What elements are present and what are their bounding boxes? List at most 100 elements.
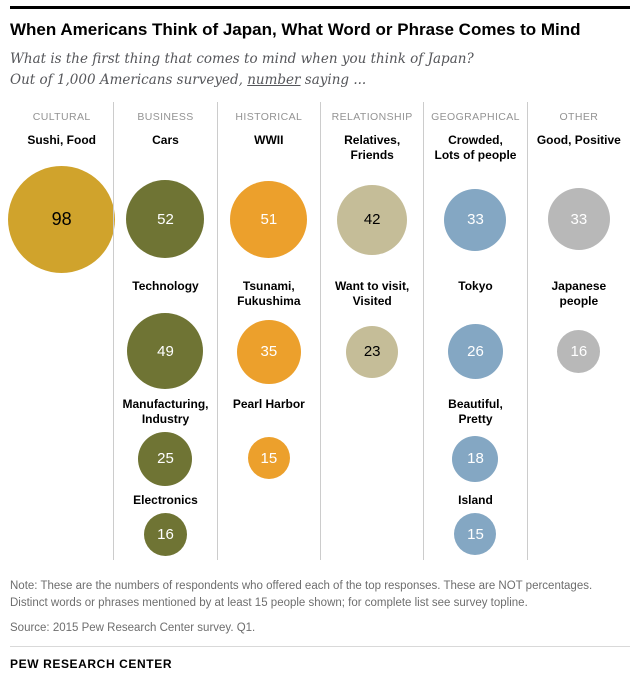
bubble-area — [528, 427, 630, 490]
bubble-area: 33 — [528, 163, 630, 276]
column-cultural: CULTURAL Sushi, Food 98 — [8, 102, 116, 560]
chart-cell — [10, 276, 113, 394]
bubble-value: 23 — [363, 343, 381, 361]
bubble-label: Electronics — [133, 492, 198, 507]
bubble-good-positive: 33 — [547, 188, 610, 251]
bubble-value: 15 — [260, 449, 278, 467]
bubble-value: 26 — [467, 342, 484, 360]
bubble-label: Sushi, Food — [27, 132, 96, 147]
bubble-area: 26 — [424, 309, 526, 394]
bubble-value: 25 — [157, 450, 174, 468]
bubble-label: Want to visit, Visited — [335, 278, 410, 309]
bubble-label: Tokyo — [458, 278, 493, 293]
bubble-japanese-people: 16 — [557, 330, 601, 374]
chart-cell: Beautiful, Pretty 18 — [424, 394, 526, 490]
bubble-technology: 49 — [127, 313, 204, 390]
chart-cell: Japanese people 16 — [528, 276, 630, 394]
bubble-area — [321, 509, 423, 560]
bubble-value: 51 — [260, 210, 278, 228]
chart-cell: Island 15 — [424, 490, 526, 560]
bubble-island: 15 — [454, 513, 497, 556]
chart-cell — [321, 394, 423, 490]
chart-cell — [218, 490, 320, 560]
chart-cell: Sushi, Food 98 — [8, 130, 116, 276]
bubble-cars: 52 — [126, 180, 205, 259]
bubble-area: 33 — [424, 164, 526, 276]
column-header-historical: HISTORICAL — [235, 110, 303, 123]
footer: Note: These are the numbers of responden… — [10, 578, 630, 671]
column-historical: HISTORICAL WWII 51 Tsunami, Fukushima 35 Pear… — [216, 101, 320, 560]
chart-cell: Good, Positive 33 — [528, 130, 630, 276]
chart-cell: Electronics 16 — [114, 490, 216, 560]
bubble-area: 35 — [218, 310, 320, 394]
bubble-value: 98 — [51, 208, 72, 229]
bubble-area — [528, 509, 630, 560]
chart-cell: Pearl Harbor 15 — [218, 394, 320, 490]
bubble-area: 49 — [114, 309, 216, 394]
bubble-sushi-food: 98 — [8, 165, 116, 273]
subtitle-line2-suffix: saying ... — [300, 71, 367, 88]
bubble-area: 15 — [424, 509, 526, 560]
chart-cell: Want to visit, Visited 23 — [321, 276, 423, 394]
page-title: When Americans Think of Japan, What Word… — [10, 20, 581, 39]
bubble-label: Tsunami, Fukushima — [237, 278, 301, 309]
chart-question: What is the first thing that comes to mi… — [10, 49, 630, 90]
bubble-label: Beautiful, Pretty — [448, 396, 503, 427]
bubble-area — [10, 509, 113, 560]
bubble-label: Manufacturing, Industry — [122, 396, 209, 427]
subtitle-line1: What is the first thing that comes to mi… — [10, 51, 474, 68]
chart-cell — [10, 394, 113, 490]
bubble-value: 42 — [363, 211, 381, 229]
chart-cell: Crowded, Lots of people 33 — [424, 130, 526, 276]
bubble-area — [10, 309, 113, 394]
chart-cell: Manufacturing, Industry 25 — [114, 394, 216, 490]
chart-cell: Tsunami, Fukushima 35 — [218, 276, 320, 394]
chart-cell — [321, 490, 423, 560]
bubble-area: 42 — [321, 164, 423, 276]
bubble-area — [10, 427, 113, 490]
bubble-value: 18 — [467, 450, 484, 468]
bubble-relatives-friends: 42 — [337, 184, 408, 255]
bubble-tsunami-fukushima: 35 — [236, 319, 301, 384]
bubble-label: Good, Positive — [536, 132, 621, 147]
bubble-crowded-lots-of-people: 33 — [444, 188, 507, 251]
bubble-area: 16 — [114, 509, 216, 560]
bubble-area: 23 — [321, 310, 423, 394]
bubble-label: Island — [458, 492, 493, 507]
bubble-value: 52 — [157, 210, 174, 228]
bubble-label: Pearl Harbor — [232, 396, 305, 411]
subtitle-underlined-word: number — [247, 71, 301, 88]
bubble-label: Japanese people — [551, 278, 607, 309]
column-geographical: GEOGRAPHICAL Crowded, Lots of people 33 Tok… — [423, 101, 526, 560]
bubble-electronics: 16 — [143, 512, 187, 556]
bubble-label: Crowded, Lots of people — [434, 132, 517, 163]
bubble-area: 16 — [528, 310, 630, 394]
page: When Americans Think of Japan, What Word… — [8, 6, 630, 671]
bubble-label: WWII — [254, 132, 284, 147]
bubble-label: Cars — [152, 132, 179, 147]
column-header-cultural: CULTURAL — [32, 110, 91, 123]
bubble-area: 98 — [8, 163, 116, 276]
bubble-pearl-harbor: 15 — [247, 437, 290, 480]
column-header-relationship: RELATIONSHIP — [331, 110, 413, 123]
bubble-area: 18 — [424, 428, 526, 490]
chart-cell — [528, 490, 630, 560]
bubble-value: 16 — [157, 525, 174, 543]
bubble-value: 49 — [157, 342, 174, 360]
bubble-label: Relatives, Friends — [344, 132, 401, 163]
bubble-chart: CULTURAL Sushi, Food 98 BUSINESS Cars 52 Techn… — [8, 101, 630, 572]
column-header-other: OTHER — [559, 110, 599, 123]
bubble-area — [321, 427, 423, 490]
column-relationship: RELATIONSHIP Relatives, Friends 42 Want to … — [320, 101, 423, 560]
bubble-value: 35 — [260, 343, 278, 361]
bubble-area: 51 — [218, 163, 320, 276]
bubble-manufacturing-industry: 25 — [138, 431, 193, 486]
bubble-value: 16 — [570, 343, 588, 361]
chart-cell — [528, 394, 630, 490]
chart-cell: WWII 51 — [218, 130, 320, 276]
bubble-area: 15 — [218, 427, 320, 490]
bubble-value: 33 — [467, 211, 484, 229]
bubble-value: 33 — [570, 210, 588, 228]
brand-label: PEW RESEARCH CENTER — [10, 646, 630, 671]
bubble-value: 15 — [467, 525, 484, 543]
